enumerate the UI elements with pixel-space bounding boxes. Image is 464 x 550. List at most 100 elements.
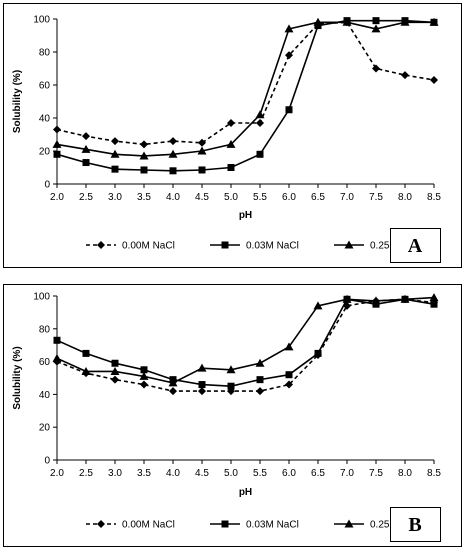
series-diamond bbox=[53, 295, 438, 396]
x-tick-label: 6.0 bbox=[282, 192, 296, 203]
legend-marker bbox=[97, 241, 105, 249]
data-point bbox=[140, 366, 148, 374]
data-point bbox=[342, 294, 352, 303]
data-point bbox=[430, 76, 438, 85]
legend-marker bbox=[221, 520, 229, 528]
legend-label: 0.03M NaCl bbox=[246, 520, 299, 531]
data-point bbox=[372, 64, 380, 73]
data-point bbox=[53, 125, 61, 134]
data-point bbox=[226, 139, 236, 148]
data-point bbox=[400, 17, 410, 26]
data-point bbox=[256, 376, 264, 384]
y-tick-label: 100 bbox=[33, 292, 50, 303]
data-point bbox=[53, 150, 61, 158]
data-point bbox=[82, 132, 90, 141]
x-tick-label: 4.5 bbox=[195, 192, 209, 203]
x-tick-label: 8.0 bbox=[398, 468, 412, 479]
series-square bbox=[53, 17, 438, 175]
data-point bbox=[139, 151, 149, 160]
data-point bbox=[371, 24, 381, 33]
data-point bbox=[81, 144, 91, 153]
data-point bbox=[168, 378, 178, 387]
data-point bbox=[110, 149, 120, 158]
x-tick-label: 3.0 bbox=[108, 192, 122, 203]
data-point bbox=[198, 381, 206, 389]
data-point bbox=[140, 380, 148, 389]
data-point bbox=[429, 17, 439, 26]
data-point bbox=[256, 118, 264, 127]
data-point bbox=[197, 363, 207, 372]
data-point bbox=[198, 387, 206, 396]
y-tick-label: 60 bbox=[39, 357, 51, 368]
data-point bbox=[82, 159, 90, 167]
x-tick-label: 4.0 bbox=[166, 192, 180, 203]
x-tick-label: 8.0 bbox=[398, 192, 412, 203]
x-tick-label: 8.5 bbox=[427, 192, 441, 203]
x-tick-label: 5.0 bbox=[224, 192, 238, 203]
data-point bbox=[227, 382, 235, 390]
x-tick-label: 7.5 bbox=[369, 192, 383, 203]
data-point bbox=[284, 24, 294, 33]
data-point bbox=[139, 371, 149, 380]
y-tick-label: 0 bbox=[44, 456, 50, 467]
data-point bbox=[111, 165, 119, 173]
data-point bbox=[140, 140, 148, 149]
panel-label: A bbox=[408, 235, 423, 257]
data-point bbox=[256, 387, 264, 396]
data-point bbox=[111, 137, 119, 146]
legend-label: 0.00M NaCl bbox=[122, 241, 175, 252]
x-tick-label: 6.5 bbox=[311, 192, 325, 203]
data-point bbox=[401, 71, 409, 80]
y-tick-label: 20 bbox=[39, 147, 51, 158]
y-axis-title: Solubility (%) bbox=[12, 346, 23, 409]
legend-marker bbox=[344, 519, 354, 528]
x-tick-label: 8.5 bbox=[427, 468, 441, 479]
data-point bbox=[52, 353, 62, 362]
data-point bbox=[342, 17, 352, 26]
y-axis-title: Solubility (%) bbox=[12, 70, 23, 133]
x-tick-label: 4.0 bbox=[166, 468, 180, 479]
x-tick-label: 2.0 bbox=[50, 468, 64, 479]
data-point bbox=[226, 365, 236, 374]
x-tick-label: 3.5 bbox=[137, 192, 151, 203]
x-tick-label: 2.0 bbox=[50, 192, 64, 203]
data-point bbox=[255, 358, 265, 367]
x-tick-label: 5.0 bbox=[224, 468, 238, 479]
data-point bbox=[400, 294, 410, 303]
legend-marker bbox=[97, 520, 105, 528]
y-tick-label: 40 bbox=[39, 390, 51, 401]
series-square bbox=[53, 295, 438, 390]
data-point bbox=[198, 138, 206, 147]
chart-panel-a: 0 20 40 60 80 100 2.0 2.5 3.0 3.5 4.0 4.5 5.0 5.5 6.0 6… bbox=[3, 3, 462, 268]
data-point bbox=[111, 375, 119, 384]
x-tick-label: 2.5 bbox=[79, 468, 93, 479]
y-tick-label: 0 bbox=[44, 180, 50, 191]
x-tick-label: 5.5 bbox=[253, 192, 267, 203]
panel-label: B bbox=[408, 514, 421, 536]
x-tick-label: 7.0 bbox=[340, 468, 354, 479]
data-point bbox=[168, 149, 178, 158]
x-tick-label: 4.5 bbox=[195, 468, 209, 479]
series-line bbox=[56, 21, 435, 146]
legend-label: 0.00M NaCl bbox=[122, 520, 175, 531]
data-point bbox=[53, 336, 61, 344]
series-line bbox=[56, 298, 435, 388]
x-tick-label: 2.5 bbox=[79, 192, 93, 203]
series-triangle bbox=[52, 17, 439, 160]
y-tick-label: 100 bbox=[33, 15, 50, 26]
x-axis-title: pH bbox=[239, 210, 252, 221]
data-point bbox=[314, 349, 322, 357]
data-point bbox=[285, 106, 293, 114]
y-tick-label: 40 bbox=[39, 114, 51, 125]
data-point bbox=[198, 166, 206, 174]
data-point bbox=[256, 150, 264, 158]
legend-label: 0.03M NaCl bbox=[246, 241, 299, 252]
x-tick-label: 6.0 bbox=[282, 468, 296, 479]
x-tick-label: 3.0 bbox=[108, 468, 122, 479]
y-tick-label: 80 bbox=[39, 324, 51, 335]
series-line bbox=[56, 296, 435, 384]
series-line bbox=[56, 298, 435, 392]
x-tick-label: 7.5 bbox=[369, 468, 383, 479]
data-point bbox=[227, 118, 235, 127]
